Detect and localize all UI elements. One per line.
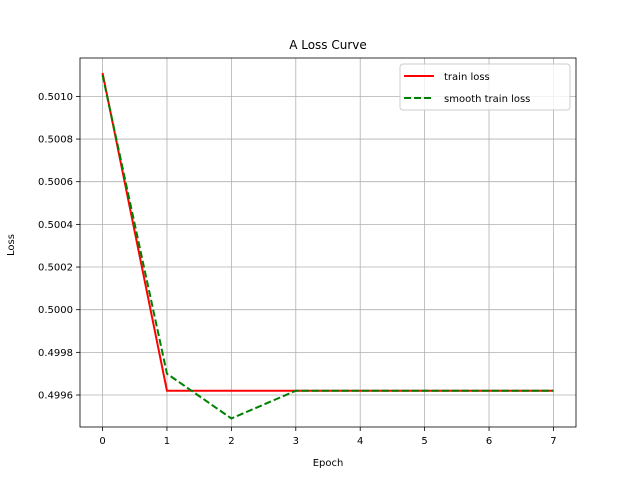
x-tick-label: 2 — [228, 436, 234, 447]
legend-label: train loss — [444, 72, 490, 83]
y-axis-label: Loss — [6, 234, 17, 256]
chart-title: A Loss Curve — [289, 38, 367, 52]
grid — [80, 58, 576, 427]
x-axis-label: Epoch — [313, 458, 344, 469]
x-tick-label: 1 — [164, 436, 170, 447]
y-tick-label: 0.5004 — [38, 220, 73, 231]
x-tick-label: 6 — [486, 436, 492, 447]
y-axis-ticks: 0.4996 0.4998 0.5000 0.5002 0.5004 0.5006 0.50… — [38, 92, 80, 402]
y-tick-label: 0.4996 — [38, 391, 73, 402]
legend-label: smooth train loss — [444, 94, 530, 105]
y-tick-label: 0.5002 — [38, 263, 73, 274]
legend: train loss smooth train loss — [399, 63, 571, 111]
y-tick-label: 0.4998 — [38, 348, 73, 359]
series-lines — [101, 72, 554, 420]
x-tick-label: 3 — [293, 436, 299, 447]
x-tick-label: 4 — [357, 436, 363, 447]
x-tick-label: 7 — [550, 436, 556, 447]
y-tick-label: 0.5008 — [38, 135, 73, 146]
y-tick-label: 0.5000 — [38, 305, 73, 316]
legend-box — [399, 63, 571, 111]
x-axis-ticks: 0 1 2 3 4 5 6 7 — [99, 427, 557, 447]
y-tick-label: 0.5010 — [38, 92, 73, 103]
x-tick-label: 0 — [99, 436, 105, 447]
series-line-smooth-train-loss — [101, 74, 554, 420]
x-tick-label: 5 — [421, 436, 427, 447]
y-tick-label: 0.5006 — [38, 177, 73, 188]
plot-area-frame — [79, 57, 577, 428]
